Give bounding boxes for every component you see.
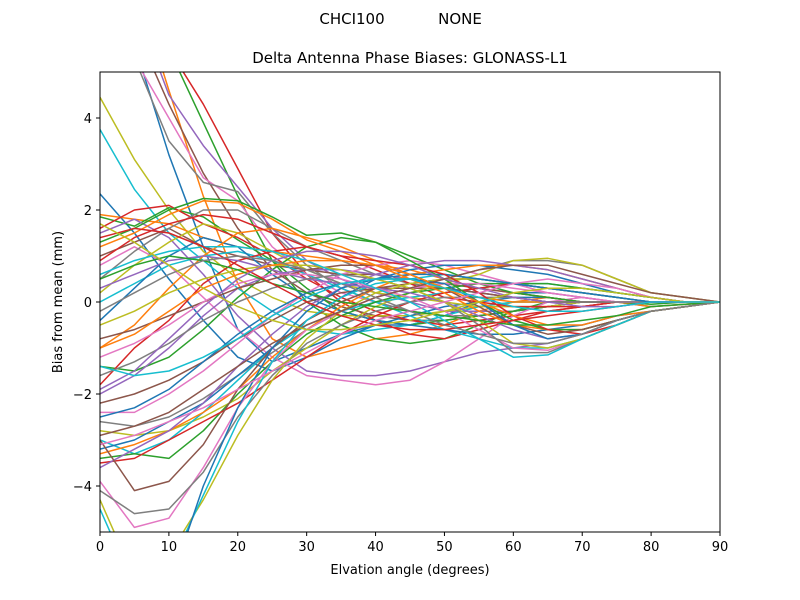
series-line	[100, 223, 720, 331]
x-tick-label: 60	[505, 540, 522, 555]
y-axis: −4 −2 0 2 4	[73, 112, 100, 495]
x-tick-label: 0	[96, 540, 104, 555]
x-tick-label: 10	[161, 540, 178, 555]
suptitle-left: CHCI100	[319, 10, 384, 28]
x-tick-label: 80	[643, 540, 660, 555]
x-tick-label: 20	[230, 540, 247, 555]
x-tick-label: 40	[367, 540, 384, 555]
series-line	[100, 264, 720, 437]
x-tick-label: 70	[574, 540, 591, 555]
series-line	[100, 255, 720, 345]
suptitle-right: NONE	[438, 10, 482, 28]
y-tick-label: 2	[84, 204, 92, 219]
y-tick-label: 0	[84, 296, 92, 311]
x-tick-label: 30	[298, 540, 315, 555]
x-tick-label: 90	[712, 540, 729, 555]
y-tick-label: −4	[73, 480, 92, 495]
x-axis-label: Elvation angle (degrees)	[330, 563, 489, 578]
y-axis-label: Bias from mean (mm)	[51, 231, 66, 373]
series-line	[186, 273, 720, 532]
series-line	[100, 278, 720, 377]
x-axis: 0 10 20 30 40 50 60 70 80 90	[96, 532, 728, 555]
series-layer	[100, 72, 720, 532]
x-tick-label: 50	[436, 540, 453, 555]
chart-title: Delta Antenna Phase Biases: GLONASS-L1	[252, 49, 568, 67]
series-line	[100, 278, 720, 532]
y-tick-label: 4	[84, 112, 92, 127]
y-tick-label: −2	[73, 388, 92, 403]
